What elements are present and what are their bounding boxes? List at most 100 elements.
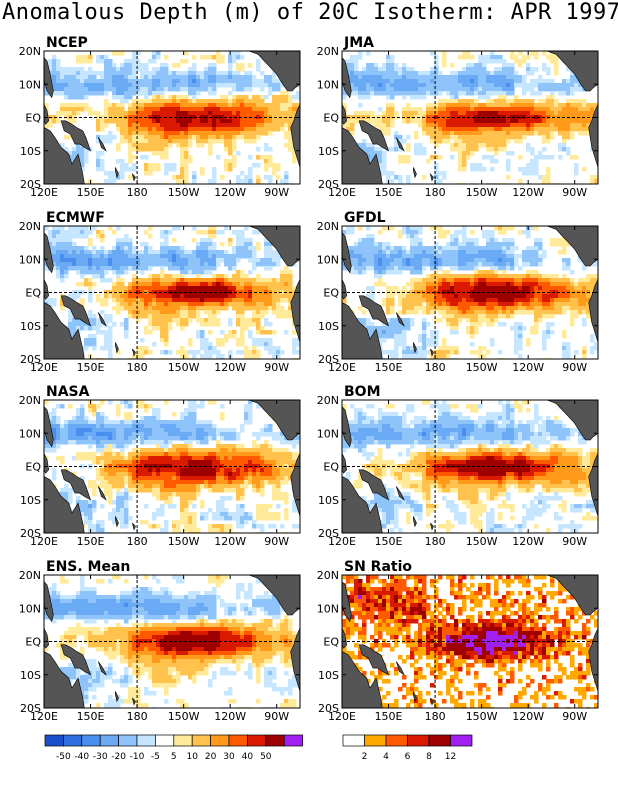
y-tick-label: 10S [20,145,41,158]
colorbar-swatch [407,734,430,747]
colorbar-swatch [342,734,365,747]
x-tick-label: 180 [127,535,148,548]
x-tick-label: 120W [214,361,246,374]
x-tick-label: 180 [425,710,446,723]
x-tick-label: 120E [30,535,58,548]
colorbar-swatch [428,734,451,747]
x-tick-label: 90W [562,186,587,199]
y-tick-label: 10S [318,669,339,682]
colorbar-swatch [265,734,285,747]
y-tick-label: 20N [317,220,339,233]
y-tick-label: EQ [25,636,41,649]
x-tick-label: 120W [214,186,246,199]
x-tick-label: 120W [214,710,246,723]
colorbar-label: -10 [130,752,145,762]
y-tick-label: 10S [318,320,339,333]
x-tick-label: 120E [328,361,356,374]
colorbar-label: 50 [260,752,272,762]
colorbar-swatch [99,734,119,747]
x-tick-label: 180 [127,186,148,199]
y-tick-label: 20N [317,569,339,582]
x-tick-label: 180 [127,361,148,374]
y-tick-label: 20S [318,178,339,191]
x-tick-label: 150E [375,710,403,723]
colorbar-swatch [247,734,267,747]
y-tick-label: 20N [19,569,41,582]
colorbar-swatch [63,734,83,747]
panel-title: ECMWF [46,210,105,226]
x-tick-label: 180 [127,710,148,723]
x-tick-label: 90W [264,186,289,199]
colorbar-label: -5 [151,752,160,762]
x-tick-label: 150E [77,535,105,548]
colorbar-swatch [450,734,473,747]
x-tick-label: 150W [466,186,498,199]
y-tick-label: 20S [20,702,41,715]
y-tick-label: EQ [323,287,339,300]
x-tick-label: 150W [466,535,498,548]
x-tick-label: 120E [328,710,356,723]
panel-title: JMA [343,35,374,51]
y-tick-label: 20S [20,353,41,366]
x-tick-label: 180 [425,361,446,374]
panel-title: ENS. Mean [46,559,130,575]
y-tick-label: 20N [19,220,41,233]
colorbar-swatch [155,734,175,747]
x-tick-label: 150W [168,186,200,199]
y-tick-label: EQ [25,461,41,474]
y-tick-label: 10N [317,602,339,615]
colorbar-label: -20 [111,752,126,762]
snr-colorbar: 2 4 6 8 12 [342,734,473,762]
y-tick-label: 10N [19,78,41,91]
x-tick-label: 90W [562,361,587,374]
y-tick-label: EQ [25,112,41,125]
colorbar-swatch [283,734,303,747]
colorbar-label: 20 [205,752,217,762]
colorbar-swatch [210,734,230,747]
colorbar-label: 6 [405,752,411,762]
colorbar-label: 40 [242,752,254,762]
y-tick-label: 10S [20,669,41,682]
y-tick-label: 10S [20,494,41,507]
x-tick-label: 120E [30,361,58,374]
panel-title: NASA [46,384,90,400]
panel-title: GFDL [344,210,386,226]
y-tick-label: 10S [318,494,339,507]
x-tick-label: 150E [375,535,403,548]
x-tick-label: 150E [375,361,403,374]
x-tick-label: 150E [375,186,403,199]
x-tick-label: 120E [328,535,356,548]
x-tick-label: 120E [30,710,58,723]
x-tick-label: 150W [168,710,200,723]
y-tick-label: EQ [323,636,339,649]
x-tick-label: 120W [512,186,544,199]
x-tick-label: 90W [562,535,587,548]
x-tick-label: 150W [168,535,200,548]
y-tick-label: 20S [318,527,339,540]
colorbar-swatch [44,734,64,747]
x-tick-label: 90W [264,361,289,374]
colorbar-label: 10 [186,752,198,762]
colorbar-label: -30 [93,752,108,762]
y-tick-label: 20N [19,45,41,58]
x-tick-label: 150E [77,710,105,723]
colorbar-label: 30 [223,752,235,762]
depth-colorbar: -50 -40 -30 -20 -10 -5 5 10 20 30 40 50 [44,734,303,762]
colorbar-label: 5 [171,752,177,762]
x-tick-label: 90W [562,710,587,723]
colorbar-swatch [191,734,211,747]
y-tick-label: 20S [20,527,41,540]
x-tick-label: 120E [328,186,356,199]
y-tick-label: EQ [25,287,41,300]
x-tick-label: 90W [264,710,289,723]
colorbar-label: -40 [74,752,89,762]
y-tick-label: 10N [19,602,41,615]
colorbar-swatch [81,734,101,747]
colorbar-label: 8 [426,752,432,762]
y-tick-label: 10N [19,427,41,440]
